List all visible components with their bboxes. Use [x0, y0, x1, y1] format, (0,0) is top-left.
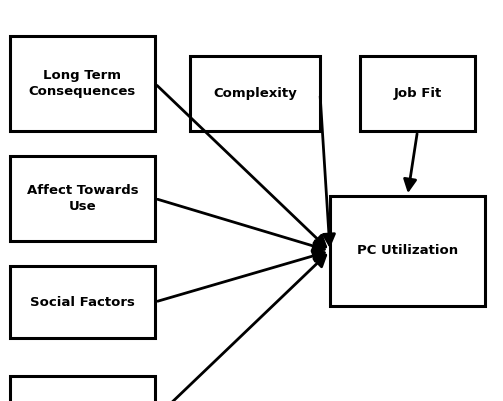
Bar — [10, 36, 155, 131]
Text: PC Utilization: PC Utilization — [357, 245, 458, 257]
Bar — [360, 56, 475, 131]
Text: Complexity: Complexity — [213, 87, 297, 100]
Bar — [330, 196, 485, 306]
Bar — [190, 56, 320, 131]
Text: Affect Towards
Use: Affect Towards Use — [27, 184, 138, 213]
Text: Long Term
Consequences: Long Term Consequences — [29, 69, 136, 97]
Text: Job Fit: Job Fit — [393, 87, 442, 100]
Bar — [10, 376, 155, 401]
Bar — [10, 266, 155, 338]
Bar — [10, 156, 155, 241]
Text: Social Factors: Social Factors — [30, 296, 135, 308]
